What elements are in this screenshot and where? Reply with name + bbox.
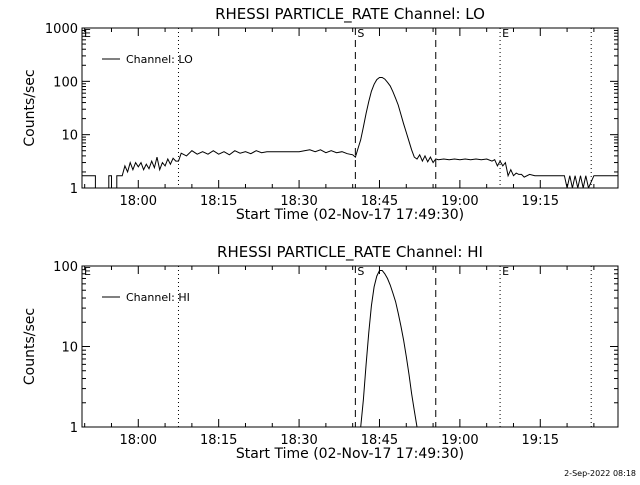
event-marker-label: S [357, 265, 364, 278]
chart-title: RHESSI PARTICLE_RATE Channel: HI [217, 243, 483, 262]
x-tick-label: 19:00 [441, 433, 478, 448]
series-line [82, 77, 618, 188]
chart-panel-1: RHESSI PARTICLE_RATE Channel: LO 1 10 100 10… [22, 5, 619, 223]
legend-label: Channel: LO [126, 53, 193, 66]
event-marker-label: E [84, 265, 91, 278]
y-tick-label: 100 [53, 75, 78, 90]
chart-panel-2: RHESSI PARTICLE_RATE Channel: HI 1 10 100 18… [22, 243, 619, 462]
x-tick-label: 18:30 [280, 433, 317, 448]
y-axis-label: Counts/sec [22, 69, 38, 146]
event-marker-label: S [357, 27, 364, 40]
event-marker-label: E [502, 265, 509, 278]
x-axis-label: Start Time (02-Nov-17 17:49:30) [236, 446, 464, 462]
x-tick-label: 18:15 [200, 433, 237, 448]
legend-label: Channel: HI [126, 291, 190, 304]
y-axis-label: Counts/sec [22, 308, 38, 385]
x-tick-label: 18:15 [200, 194, 237, 209]
x-tick-label: 19:15 [522, 433, 559, 448]
x-tick-label: 18:00 [120, 433, 157, 448]
x-axis-label: Start Time (02-Nov-17 17:49:30) [236, 207, 464, 223]
series-line [360, 270, 418, 427]
x-tick-label: 18:45 [361, 433, 398, 448]
event-marker-label: E [502, 27, 509, 40]
y-tick-label: 1 [70, 421, 78, 436]
y-tick-label: 10 [61, 341, 78, 356]
y-tick-label: 1 [70, 182, 78, 197]
y-tick-label: 10 [61, 129, 78, 144]
timestamp-footer: 2-Sep-2022 08:18 [564, 469, 636, 478]
y-tick-label: 1000 [45, 22, 78, 37]
x-tick-label: 19:15 [522, 194, 559, 209]
chart-title: RHESSI PARTICLE_RATE Channel: LO [215, 5, 485, 24]
y-tick-label: 100 [53, 260, 78, 275]
x-tick-label: 19:00 [441, 194, 478, 209]
x-tick-label: 18:30 [280, 194, 317, 209]
x-tick-label: 18:45 [361, 194, 398, 209]
event-marker-label: E [84, 27, 91, 40]
x-tick-label: 18:00 [120, 194, 157, 209]
